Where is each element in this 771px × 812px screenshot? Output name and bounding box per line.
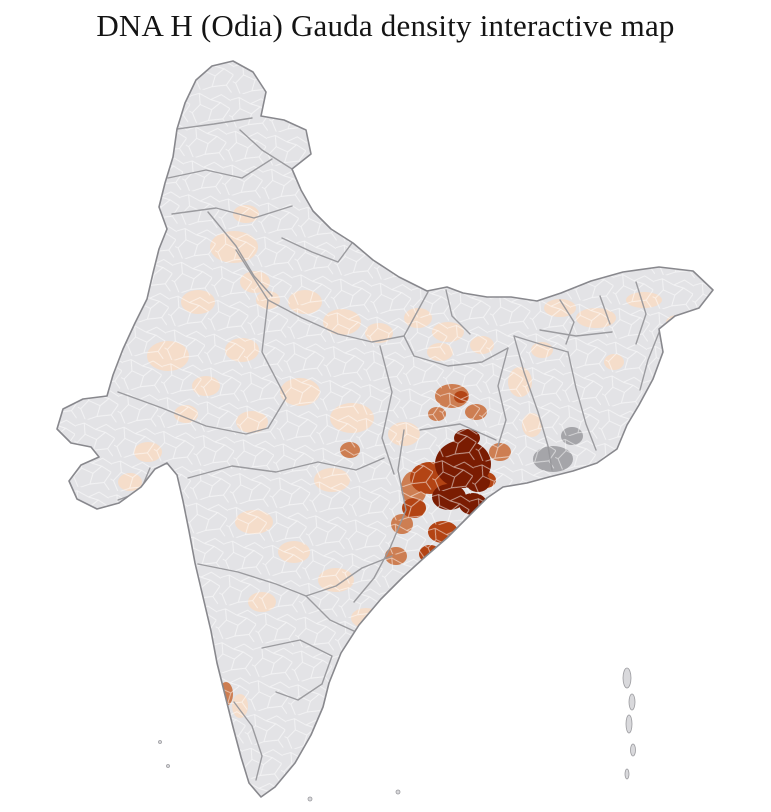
state-border-line — [176, 117, 253, 130]
island-district[interactable] — [630, 743, 636, 757]
state-border-line — [559, 299, 575, 345]
page-title: DNA H (Odia) Gauda density interactive m… — [96, 8, 675, 43]
state-border-line — [419, 423, 497, 441]
state-border-line — [353, 429, 407, 603]
island-district[interactable] — [158, 740, 162, 744]
state-border-line — [403, 335, 509, 367]
island-district[interactable] — [628, 693, 636, 711]
state-border-line — [171, 205, 293, 219]
state-border-line — [117, 391, 269, 435]
state-border-line — [239, 129, 293, 170]
state-border-line — [639, 329, 661, 391]
state-border-line — [567, 351, 597, 451]
island-district[interactable] — [624, 768, 630, 780]
district-region[interactable] — [188, 615, 200, 645]
district-region[interactable] — [407, 578, 429, 594]
islands — [158, 667, 636, 802]
state-border-line — [539, 329, 613, 337]
state-border-line — [497, 347, 509, 447]
island-district[interactable] — [395, 789, 401, 795]
state-border-line — [635, 281, 647, 345]
state-border-line — [305, 595, 357, 633]
state-border-line — [513, 335, 569, 353]
state-border-line — [513, 335, 553, 471]
state-border-line — [187, 457, 385, 479]
state-border-line — [261, 639, 333, 685]
island-district[interactable] — [622, 667, 632, 689]
state-border-line — [207, 211, 273, 297]
state-border-line — [235, 249, 287, 429]
island-district[interactable] — [625, 714, 633, 734]
state-border-line — [599, 295, 611, 325]
state-border-line — [233, 701, 263, 781]
state-border-line — [275, 683, 323, 701]
state-border-line — [281, 237, 353, 263]
district-region[interactable] — [414, 564, 434, 580]
state-border-line — [267, 291, 429, 343]
state-border-line — [445, 289, 471, 335]
island-district[interactable] — [166, 764, 170, 768]
state-border-line — [379, 345, 395, 475]
state-borders — [117, 117, 661, 781]
state-border-line — [167, 158, 273, 179]
island-district[interactable] — [307, 796, 313, 802]
